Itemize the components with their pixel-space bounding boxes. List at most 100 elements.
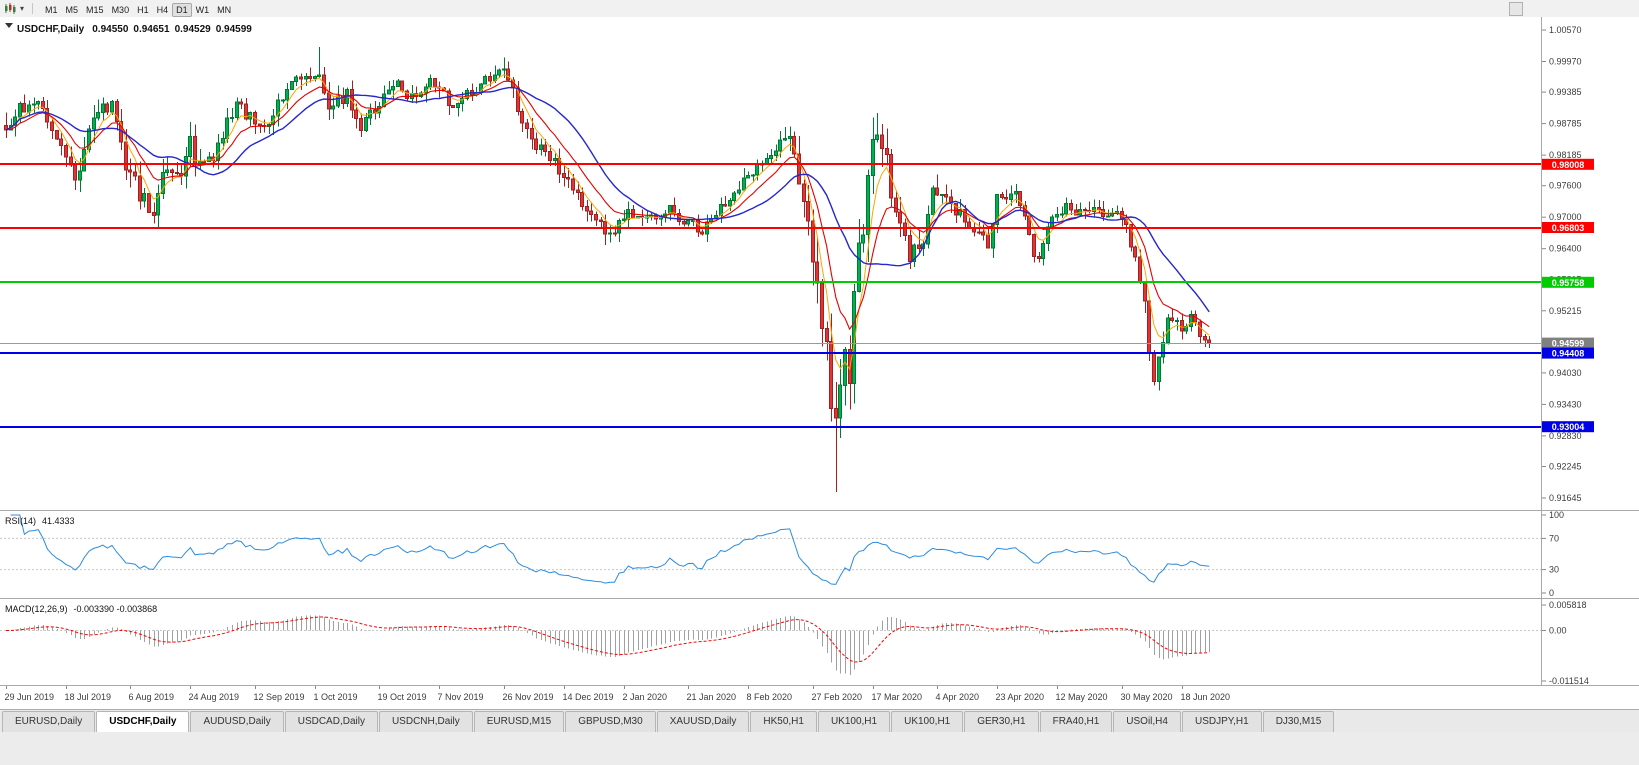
timeframe-button-m15[interactable]: M15 — [86, 4, 104, 15]
chart-title: USDCHF,Daily 0.94550 0.94651 0.94529 0.94599 — [17, 24, 252, 35]
timeframe-button-m5[interactable]: M5 — [65, 4, 79, 15]
rsi-axis-label: 0 — [1549, 588, 1554, 598]
chart-tab-eurusd-daily[interactable]: EURUSD,Daily — [2, 711, 96, 734]
timeframe-button-m30[interactable]: M30 — [111, 4, 130, 15]
price-level-badge — [1542, 347, 1594, 359]
macd-axis-label: 0.005818 — [1549, 600, 1587, 610]
current-price-badge-label: 0.94599 — [1552, 339, 1585, 349]
price-axis-label: 0.98785 — [1549, 119, 1582, 129]
macd-name: MACD(12,26,9) — [5, 604, 68, 614]
rsi-axis-label: 100 — [1549, 510, 1564, 520]
chart-tab-usdjpy-h1[interactable]: USDJPY,H1 — [1181, 711, 1262, 734]
chart-tab-uk100-h1[interactable]: UK100,H1 — [891, 711, 964, 734]
price-axis-label: 0.93430 — [1549, 399, 1582, 409]
price-axis-label: 0.98185 — [1549, 150, 1582, 160]
quote-open: 0.94550 — [92, 24, 129, 35]
chart-tab-audusd-daily[interactable]: AUDUSD,Daily — [190, 711, 284, 734]
price-scale: 1.00570 0.99970 0.99385 0.98785 0.98185 0.976… — [1541, 17, 1639, 709]
date-axis-label: 1 Oct 2019 — [314, 692, 358, 702]
chart-tab-usoil-h4[interactable]: USOil,H4 — [1113, 711, 1181, 734]
macd-histogram — [11, 615, 1210, 676]
rsi-panel — [0, 514, 1541, 585]
price-axis-label: 0.94030 — [1549, 368, 1582, 378]
chart-tab-fra40-h1[interactable]: FRA40,H1 — [1039, 711, 1113, 734]
rsi-axis-label: 70 — [1549, 533, 1559, 543]
date-axis-label: 26 Nov 2019 — [503, 692, 554, 702]
price-axis-label: 0.92245 — [1549, 462, 1582, 472]
toolbar-grip[interactable] — [1509, 2, 1523, 16]
chart-tab-hk50-h1[interactable]: HK50,H1 — [750, 711, 817, 734]
toolbar-separator — [32, 3, 34, 14]
date-axis-label: 30 May 2020 — [1121, 692, 1173, 702]
price-axis-label: 0.95215 — [1549, 306, 1582, 316]
chart-canvas[interactable]: 1.00570 0.99970 0.99385 0.98785 0.98185 0.976… — [0, 17, 1639, 709]
price-axis-label: 0.96400 — [1549, 244, 1582, 254]
chart-tab-uk100-h1[interactable]: UK100,H1 — [817, 711, 891, 734]
price-level-badge-label: 0.96803 — [1552, 223, 1585, 233]
date-axis-label: 7 Nov 2019 — [438, 692, 484, 702]
rsi-name: RSI(14) — [5, 516, 36, 526]
chart-tab-usdcnh-daily[interactable]: USDCNH,Daily — [378, 711, 473, 734]
chart-tab-eurusd-m15[interactable]: EURUSD,M15 — [473, 711, 565, 734]
chart-tab-xauusd-daily[interactable]: XAUUSD,Daily — [656, 711, 750, 734]
status-area — [0, 732, 1639, 765]
price-level-badge-label: 0.94408 — [1552, 349, 1585, 359]
date-axis-label: 12 Sep 2019 — [254, 692, 305, 702]
chart-type-icon[interactable] — [4, 2, 17, 15]
horizontal-lines-group — [0, 163, 1541, 428]
date-axis-label: 12 May 2020 — [1056, 692, 1108, 702]
date-axis-label: 23 Apr 2020 — [996, 692, 1045, 702]
timeframe-button-m1[interactable]: M1 — [45, 4, 58, 15]
current-price-badge — [1542, 337, 1594, 349]
price-axis-label: 1.00570 — [1549, 25, 1582, 35]
chart-tab-gbpusd-m30[interactable]: GBPUSD,M30 — [565, 711, 656, 734]
macd-values: -0.003390 -0.003868 — [74, 604, 158, 614]
chart-tab-usdcad-daily[interactable]: USDCAD,Daily — [284, 711, 378, 734]
ma-fast-line — [5, 74, 1210, 371]
timeframe-button-w1[interactable]: W1 — [195, 4, 210, 15]
date-axis: 29 Jun 2019 18 Jul 2019 6 Aug 2019 24 Aug 2… — [5, 686, 1231, 702]
price-axis-label: 0.92830 — [1549, 431, 1582, 441]
quote-high: 0.94651 — [133, 24, 170, 35]
price-axis-label: 0.99970 — [1549, 57, 1582, 67]
date-axis-label: 6 Aug 2019 — [129, 692, 175, 702]
rsi-label: RSI(14) 41.4333 — [5, 516, 75, 526]
timeframe-toolbar: ▾ M1 M5 M15 M30 H1 H4 D1 W1 MN — [0, 0, 1639, 18]
chart-title-symbol: USDCHF,Daily — [17, 24, 85, 35]
macd-signal-line — [6, 616, 1210, 663]
macd-axis-label: 0.00 — [1549, 626, 1567, 636]
chart-tab-bar: EURUSD,Daily USDCHF,Daily AUDUSD,Daily USDC… — [0, 709, 1639, 734]
timeframe-button-mn[interactable]: MN — [217, 4, 232, 15]
price-level-badge — [1542, 222, 1594, 233]
quote-close: 0.94599 — [216, 24, 253, 35]
rsi-axis-label: 30 — [1549, 565, 1559, 575]
chart-tab-ger30-h1[interactable]: GER30,H1 — [964, 711, 1039, 734]
date-axis-label: 14 Dec 2019 — [563, 692, 614, 702]
ma-slow-line — [5, 86, 1210, 313]
timeframe-button-d1[interactable]: D1 — [172, 2, 192, 17]
chart-type-dropdown-icon[interactable]: ▾ — [20, 4, 25, 13]
chart-tab-dj30-m15[interactable]: DJ30,M15 — [1262, 711, 1335, 734]
price-level-badge-label: 0.93004 — [1552, 422, 1585, 432]
date-axis-label: 17 Mar 2020 — [872, 692, 923, 702]
date-axis-label: 27 Feb 2020 — [812, 692, 863, 702]
price-axis-label: 0.97600 — [1549, 181, 1582, 191]
date-axis-label: 2 Jan 2020 — [623, 692, 668, 702]
rsi-line — [10, 514, 1210, 585]
price-axis-label: 0.99385 — [1549, 87, 1582, 97]
macd-axis-label: -0.011514 — [1549, 676, 1589, 686]
symbol-dropdown-icon[interactable] — [5, 23, 13, 28]
panel-splitters — [0, 510, 1639, 686]
timeframe-button-h1[interactable]: H1 — [137, 4, 149, 15]
timeframe-button-h4[interactable]: H4 — [156, 4, 169, 15]
date-axis-label: 18 Jun 2020 — [1181, 692, 1231, 702]
quote-low: 0.94529 — [175, 24, 212, 35]
price-axis-label: 0.97000 — [1549, 212, 1582, 222]
macd-label: MACD(12,26,9) -0.003390 -0.003868 — [5, 604, 157, 614]
timeframe-buttons: M1 M5 M15 M30 H1 H4 D1 W1 MN — [41, 0, 235, 18]
chart-tab-usdchf-daily[interactable]: USDCHF,Daily — [96, 711, 190, 734]
price-level-badge-label: 0.98008 — [1552, 160, 1585, 170]
price-level-badge — [1542, 158, 1594, 170]
macd-panel — [0, 615, 1541, 676]
rsi-value: 41.4333 — [42, 516, 75, 526]
